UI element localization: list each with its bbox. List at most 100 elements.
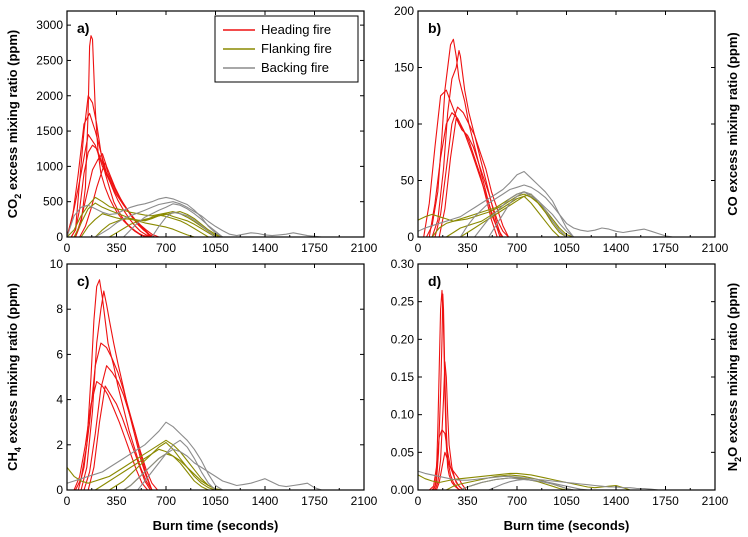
panel-d-series-group <box>418 289 659 490</box>
panel-d-x-tick-label-3: 1050 <box>553 494 580 508</box>
panel-d-x-tick-label-0: 0 <box>415 494 422 508</box>
panel-a-series-backing-fire-14 <box>123 203 223 237</box>
panel-a-series-heading-fire-2 <box>67 112 160 237</box>
panel-b-x-tick-label-4: 1400 <box>603 241 630 255</box>
panel-d-y-tick-label-4: 0.20 <box>391 332 415 346</box>
panel-a-y-tick-label-2: 1000 <box>36 159 63 173</box>
panel-a-y-axis-title: CO2 excess mixing ratio (ppm) <box>5 30 23 219</box>
panel-b-series-backing-fire-13 <box>488 191 567 237</box>
panel-b-label: b) <box>428 20 441 36</box>
panel-a-y-tick-label-4: 2000 <box>36 89 63 103</box>
panel-b-series-heading-fire-0 <box>426 38 504 237</box>
panel-a-series-flanking-fire-10 <box>109 211 223 237</box>
panel-c-label: c) <box>77 273 89 289</box>
panel-a-label: a) <box>77 20 89 36</box>
panel-d-y-tick-label-5: 0.25 <box>391 295 415 309</box>
legend-entry-heading-fire: Heading fire <box>261 22 331 37</box>
panel-b: 0 350 700 1050 1400 1750 2100 0 50 100 150 200 b) CO … <box>394 4 740 255</box>
panel-c-frame <box>66 263 365 491</box>
panel-b-y-tick-label-3: 150 <box>394 61 414 75</box>
panel-a-y-tick-label-0: 0 <box>56 230 63 244</box>
legend-entry-backing-fire: Backing fire <box>261 60 329 75</box>
panel-d-y-axis-title: N2O excess mixing ratio (ppm) <box>725 283 743 472</box>
panel-d-y-tick-label-3: 0.15 <box>391 370 415 384</box>
panel-b-y-tick-label-2: 100 <box>394 117 414 131</box>
panel-b-y-tick-label-1: 50 <box>401 174 415 188</box>
panel-d-x-tick-label-1: 350 <box>457 494 477 508</box>
panel-d-y-tick-label-0: 0.00 <box>391 483 415 497</box>
panel-c-x-tick-label-1: 350 <box>106 494 126 508</box>
panel-a-x-tick-label-6: 2100 <box>351 241 378 255</box>
panel-a-x-tick-label-0: 0 <box>64 241 71 255</box>
panel-c-x-tick-label-3: 1050 <box>202 494 229 508</box>
panel-b-x-tick-label-0: 0 <box>415 241 422 255</box>
panel-d-series-backing-fire-10 <box>488 478 574 490</box>
panel-c-x-tick-label-6: 2100 <box>351 494 378 508</box>
panel-a-x-tick-label-3: 1050 <box>202 241 229 255</box>
panel-a-x-tick-label-5: 1750 <box>301 241 328 255</box>
panel-c-x-tick-label-0: 0 <box>64 494 71 508</box>
panel-d-label: d) <box>428 273 441 289</box>
panel-c-y-tick-label-2: 4 <box>56 393 63 407</box>
panel-a-x-tick-label-1: 350 <box>106 241 126 255</box>
panel-a-series-flanking-fire-7 <box>67 196 223 237</box>
panel-c-y-tick-label-4: 8 <box>56 302 63 316</box>
panel-a-y-tick-label-3: 1500 <box>36 124 63 138</box>
panel-a: 0 350 700 1050 1400 1750 2100 0 500 1000 1500 2000 2… <box>5 10 378 255</box>
panel-a-series-flanking-fire-11 <box>73 202 195 237</box>
panel-b-series-heading-fire-3 <box>434 106 509 237</box>
panel-d: 0 350 700 1050 1400 1750 2100 0.00 0.05 0.10 0.15 0… <box>391 257 743 533</box>
panel-c: 0 350 700 1050 1400 1750 2100 0 2 4 6 8 10 c) CH4 exce… <box>5 257 378 533</box>
panel-a-series-backing-fire-13 <box>95 201 322 237</box>
panel-c-x-axis-title: Burn time (seconds) <box>153 518 279 533</box>
panel-b-frame <box>417 10 716 238</box>
panel-c-y-tick-label-1: 2 <box>56 438 63 452</box>
panel-a-x-tick-label-4: 1400 <box>252 241 279 255</box>
panel-c-y-axis-title: CH4 excess mixing ratio (ppm) <box>5 283 23 471</box>
panel-b-series-backing-fire-11 <box>459 184 673 237</box>
panel-c-series-heading-fire-0 <box>75 279 153 490</box>
panel-b-series-flanking-fire-8 <box>446 195 560 237</box>
panel-b-y-tick-label-0: 0 <box>407 230 414 244</box>
panel-c-series-backing-fire-12 <box>137 439 216 490</box>
panel-a-x-tick-label-2: 700 <box>156 241 176 255</box>
panel-c-y-tick-label-5: 10 <box>50 257 64 271</box>
panel-b-x-tick-label-3: 1050 <box>553 241 580 255</box>
panel-c-series-backing-fire-11 <box>123 448 322 490</box>
panel-a-y-tick-label-6: 3000 <box>36 18 63 32</box>
panel-c-series-heading-fire-4 <box>87 385 151 490</box>
panel-a-series-group <box>67 35 322 237</box>
panel-c-series-flanking-fire-8 <box>109 448 209 490</box>
panel-c-series-heading-fire-5 <box>73 380 149 490</box>
panel-d-series-heading-fire-3 <box>428 429 464 490</box>
panel-c-series-group <box>67 279 322 490</box>
panel-a-y-tick-label-1: 500 <box>43 195 63 209</box>
panel-b-x-tick-label-2: 700 <box>507 241 527 255</box>
panel-b-x-tick-label-6: 2100 <box>702 241 729 255</box>
panel-a-series-backing-fire-15 <box>151 211 216 237</box>
panel-d-y-tick-label-2: 0.10 <box>391 408 415 422</box>
panel-b-series-flanking-fire-9 <box>460 193 567 237</box>
panel-d-y-tick-label-6: 0.30 <box>391 257 415 271</box>
panel-b-x-tick-label-5: 1750 <box>652 241 679 255</box>
panel-d-x-tick-label-2: 700 <box>507 494 527 508</box>
panel-c-x-tick-label-2: 700 <box>156 494 176 508</box>
panel-b-series-backing-fire-10 <box>418 170 575 237</box>
panel-c-y-tick-label-3: 6 <box>56 347 63 361</box>
panel-d-x-tick-label-5: 1750 <box>652 494 679 508</box>
panel-d-x-axis-title: Burn time (seconds) <box>504 518 630 533</box>
legend-entry-flanking-fire: Flanking fire <box>261 41 332 56</box>
panel-a-y-tick-label-5: 2500 <box>36 53 63 67</box>
panel-d-x-tick-label-6: 2100 <box>702 494 729 508</box>
panel-b-series-group <box>418 38 673 237</box>
panel-a-series-flanking-fire-9 <box>94 214 209 237</box>
panel-b-series-heading-fire-2 <box>423 89 501 237</box>
panel-c-y-tick-label-0: 0 <box>56 483 63 497</box>
panel-b-x-tick-label-1: 350 <box>457 241 477 255</box>
panel-d-frame <box>417 263 716 491</box>
panel-d-x-tick-label-4: 1400 <box>603 494 630 508</box>
panel-a-legend: Heading fire Flanking fire Backing fire <box>214 15 359 83</box>
panel-d-series-backing-fire-8 <box>418 470 659 490</box>
panel-a-series-heading-fire-5 <box>79 162 151 237</box>
